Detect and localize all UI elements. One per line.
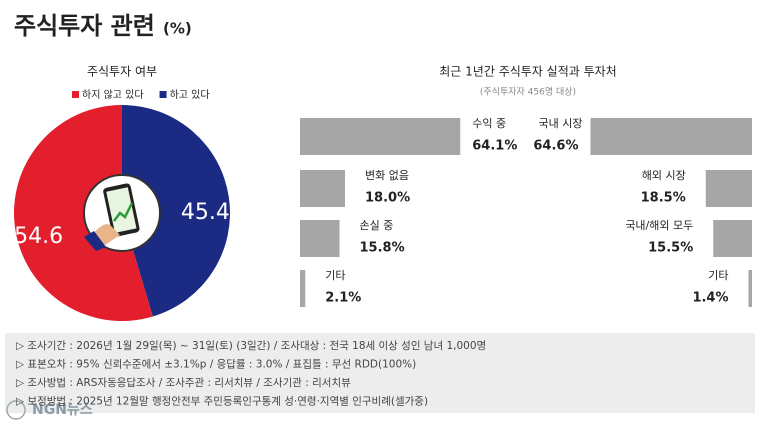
note: ▷ 조사방법 : ARS자동응답조사 / 조사주관 : 리서치뷰 / 조사기관 …	[16, 377, 351, 389]
phone-chart	[113, 202, 134, 222]
bar-value: 15.8%	[360, 241, 405, 256]
bar	[713, 220, 752, 257]
bar-category: 기타	[325, 269, 345, 282]
bar	[300, 118, 461, 155]
pie-title: 주식투자 여부	[87, 65, 157, 79]
note: ▷ 조사기간 : 2026년 1월 29일(목) ~ 31일(토) (3일간) …	[16, 339, 486, 352]
phone-screen	[106, 187, 137, 233]
pie-value: 45.4	[181, 200, 230, 225]
legend-label: 하지 않고 있다	[82, 88, 144, 101]
pie-slice	[122, 105, 230, 317]
bar-category: 국내 시장	[539, 117, 583, 130]
bar-value: 1.4%	[692, 291, 728, 306]
logo-text: NGN뉴스	[32, 402, 93, 418]
note: ▷ 보정방법 : 2025년 12월말 행정안전부 주민등록인구통계 성·연령·…	[16, 396, 428, 408]
sleeve	[84, 231, 106, 251]
bar-category: 손실 중	[360, 219, 394, 232]
bar-category: 수익 중	[472, 117, 506, 130]
bar-category: 국내/해외 모두	[625, 218, 693, 232]
bar-category: 해외 시장	[642, 168, 686, 182]
legend-swatch	[159, 91, 167, 98]
bar-value: 2.1%	[325, 291, 361, 306]
bar-value: 18.0%	[365, 191, 410, 206]
legend-swatch	[72, 91, 79, 98]
bar	[748, 270, 752, 307]
bar	[300, 170, 345, 207]
bar-subtitle: (주식투자자 456명 대상)	[480, 87, 576, 98]
bar-category: 변화 없음	[365, 169, 409, 182]
bar	[300, 220, 340, 257]
bar-value: 64.6%	[533, 139, 578, 154]
bar-category: 기타	[708, 269, 728, 282]
bar-title: 최근 1년간 주식투자 실적과 투자처	[439, 65, 616, 79]
bar-value: 15.5%	[648, 241, 693, 256]
bar-value: 64.1%	[472, 139, 517, 154]
bar	[590, 118, 752, 155]
notes-box	[5, 333, 755, 413]
page-title: 주식투자 관련	[14, 12, 155, 40]
note: ▷ 표본오차 : 95% 신뢰수준에서 ±3.1%p / 응답률 : 3.0% …	[16, 359, 416, 371]
legend-label: 하고 있다	[170, 88, 210, 101]
logo: NGN뉴스	[6, 400, 93, 420]
bar-value: 18.5%	[641, 191, 686, 206]
unit: (%)	[163, 20, 192, 38]
pie-value: 54.6	[14, 224, 63, 249]
bar	[705, 170, 752, 207]
bar	[300, 270, 306, 307]
